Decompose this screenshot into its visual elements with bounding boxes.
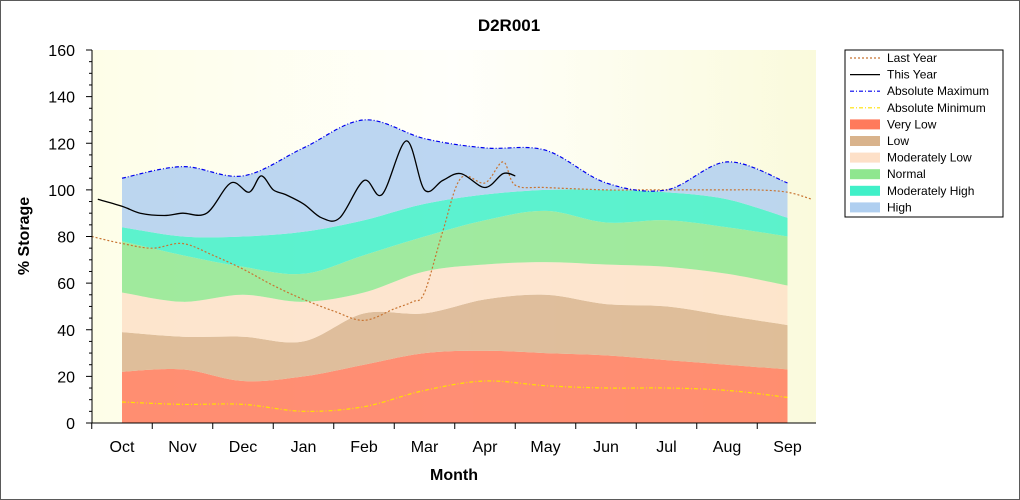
legend-label-very-low: Very Low [887,117,937,131]
legend-label-absolute-minimum: Absolute Minimum [887,101,986,115]
chart-title: D2R001 [478,16,540,35]
legend-swatch-moderately-low [850,152,880,163]
x-tick-label: May [530,439,560,456]
x-tick-label: Oct [110,439,135,456]
x-tick-label: Feb [350,439,378,456]
legend-label-moderately-low: Moderately Low [887,151,972,165]
band-normal [122,210,788,302]
series-this-year [97,140,516,222]
y-tick-label: 40 [57,323,75,340]
y-tick-label: 0 [66,416,75,433]
x-tick-label: Jan [291,439,317,456]
legend-label-moderately-high: Moderately High [887,184,974,198]
band-low [122,294,788,382]
legend-label-normal: Normal [887,167,926,181]
y-tick-label: 60 [57,276,75,293]
legend-label-high: High [887,200,912,214]
band-moderately-low [122,262,788,343]
x-tick-label: Jul [656,439,676,456]
band-very-low [122,350,788,423]
band-moderately-high [122,189,788,275]
x-tick-label: Nov [168,439,196,456]
series-absolute-maximum [121,119,788,192]
legend-label-this-year: This Year [887,68,937,82]
x-tick-label: Sep [773,439,802,456]
legend-label-last-year: Last Year [887,51,937,65]
legend-swatch-very-low [850,119,880,130]
series-absolute-minimum [121,380,788,412]
legend: Last Year This Year Absolute Maximum Absolu… [844,49,1004,218]
legend-swatch-high [850,202,880,213]
y-tick-label: 140 [48,90,75,107]
y-tick-label: 20 [57,369,75,386]
x-tick-label: Aug [713,439,741,456]
legend-label-absolute-maximum: Absolute Maximum [887,84,989,98]
x-tick-label: Mar [411,439,439,456]
y-tick-label: 160 [48,43,75,60]
y-axis-label: % Storage [16,197,33,275]
legend-swatch-low [850,136,880,146]
x-tick-label: Apr [473,439,499,456]
x-tick-label: Jun [593,439,619,456]
x-tick-label: Dec [229,439,257,456]
x-axis-label: Month [430,467,478,484]
legend-swatch-normal [850,169,880,180]
y-tick-label: 80 [57,230,75,247]
y-tick-label: 100 [48,183,75,200]
legend-label-low: Low [887,134,909,148]
y-tick-label: 120 [48,136,75,153]
band-high [122,119,788,238]
legend-swatch-moderately-high [850,185,880,196]
